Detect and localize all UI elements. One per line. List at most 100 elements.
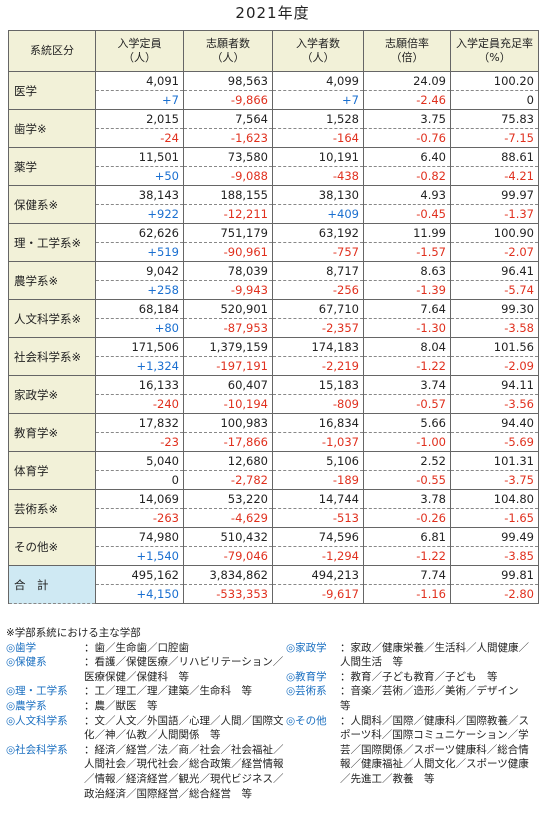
- change-row: +922 -12,211 +409 -0.45 -1.37: [9, 204, 539, 224]
- change-cell: -0.55: [363, 470, 451, 490]
- change-cell: +922: [95, 204, 184, 224]
- header-cell: 入学定員 （人）: [95, 30, 184, 72]
- value-row: 歯学※ 2,015 7,564 1,528 3.75 75.83: [8, 109, 539, 148]
- change-cell: -164: [272, 128, 364, 148]
- header-line: （人）: [211, 51, 245, 64]
- note-entry: ◎教育学 ：教育／子ども教育／子ども 等: [286, 670, 538, 685]
- change-cell: -87,953: [183, 318, 273, 338]
- change-cell: -2.46: [363, 90, 451, 110]
- note-entry: ◎理・工学系 ：工／理工／理／建築／生命科 等: [6, 684, 286, 699]
- note-entry: ◎保健系 ：看護／保健医療／リハビリテーション／医療保健／保健科 等: [6, 655, 286, 684]
- value-cell: 67,710: [272, 299, 364, 319]
- value-cell: 4,091: [95, 71, 184, 91]
- change-cell: +80: [95, 318, 184, 338]
- value-cell: 8.04: [363, 337, 451, 357]
- table: 系統区分 入学定員 （人） 志願者数 （人） 入学者数 （人） 志願倍率 （倍） 入学定員充足率（…: [8, 30, 539, 604]
- row-label: その他※: [8, 527, 96, 566]
- value-cell: 6.40: [363, 147, 451, 167]
- change-cell: +258: [95, 280, 184, 300]
- value-cell: 7.64: [363, 299, 451, 319]
- value-cell: 14,069: [95, 489, 184, 509]
- value-cell: 53,220: [183, 489, 273, 509]
- change-row: -263 -4,629 -513 -0.26 -1.65: [9, 508, 539, 528]
- row-label: 理・工学系※: [8, 223, 96, 262]
- value-cell: 188,155: [183, 185, 273, 205]
- header-cell: 系統区分: [8, 30, 96, 72]
- change-cell: -24: [95, 128, 184, 148]
- value-cell: 99.30: [450, 299, 539, 319]
- row-label: 合 計: [8, 565, 96, 604]
- value-cell: 5,106: [272, 451, 364, 471]
- change-cell: 0: [450, 90, 539, 110]
- value-cell: 75.83: [450, 109, 539, 129]
- header-line: 志願倍率: [385, 37, 429, 50]
- value-cell: 104.80: [450, 489, 539, 509]
- value-cell: 16,834: [272, 413, 364, 433]
- change-cell: -2,219: [272, 356, 364, 376]
- value-cell: 88.61: [450, 147, 539, 167]
- change-cell: +50: [95, 166, 184, 186]
- change-cell: -9,866: [183, 90, 273, 110]
- value-row: 保健系※ 38,143 188,155 38,130 4.93 99.97: [8, 185, 539, 224]
- value-cell: 74,980: [95, 527, 184, 547]
- row-label: 医学: [8, 71, 96, 110]
- header-line: 志願者数: [206, 37, 250, 50]
- note-label: ◎その他: [286, 714, 327, 727]
- value-cell: 16,133: [95, 375, 184, 395]
- change-cell: -2.80: [450, 584, 539, 604]
- change-cell: -79,046: [183, 546, 273, 566]
- change-cell: -1.30: [363, 318, 451, 338]
- header-line: 系統区分: [30, 44, 74, 57]
- header-cell: 志願倍率 （倍）: [363, 30, 451, 72]
- value-cell: 96.41: [450, 261, 539, 281]
- note-text: ：看護／保健医療／リハビリテーション／医療保健／保健科 等: [84, 656, 284, 683]
- note-entry: ◎社会科学系 ：経済／経営／法／商／社会／社会福祉／人間社会／現代社会／総合政策／…: [6, 743, 286, 801]
- change-cell: +409: [272, 204, 364, 224]
- change-cell: 0: [95, 470, 184, 490]
- change-cell: -1,623: [183, 128, 273, 148]
- value-cell: 62,626: [95, 223, 184, 243]
- value-cell: 99.97: [450, 185, 539, 205]
- value-cell: 68,184: [95, 299, 184, 319]
- change-cell: -0.82: [363, 166, 451, 186]
- value-row: 教育学※ 17,832 100,983 16,834 5.66 94.40: [8, 413, 539, 452]
- value-cell: 520,901: [183, 299, 273, 319]
- value-cell: 38,143: [95, 185, 184, 205]
- change-cell: -256: [272, 280, 364, 300]
- value-cell: 11.99: [363, 223, 451, 243]
- value-cell: 94.40: [450, 413, 539, 433]
- value-cell: 1,379,159: [183, 337, 273, 357]
- change-cell: -4.21: [450, 166, 539, 186]
- value-cell: 100.20: [450, 71, 539, 91]
- change-cell: -0.45: [363, 204, 451, 224]
- header-cell: 志願者数 （人）: [183, 30, 273, 72]
- note-label: ◎人文科学系: [6, 714, 68, 727]
- value-cell: 24.09: [363, 71, 451, 91]
- value-cell: 2.52: [363, 451, 451, 471]
- note-label: ◎保健系: [6, 656, 47, 669]
- change-row: +1,540 -79,046 -1,294 -1.22 -3.85: [9, 546, 539, 566]
- change-cell: -438: [272, 166, 364, 186]
- note-entry: ◎農学系 ：農／獣医 等: [6, 699, 286, 714]
- value-cell: 3.78: [363, 489, 451, 509]
- note-entry: ◎家政学 ：家政／健康栄養／生活科／人間健康／人間生活 等: [286, 641, 538, 670]
- change-cell: +1,540: [95, 546, 184, 566]
- change-cell: -263: [95, 508, 184, 528]
- value-row: 家政学※ 16,133 60,407 15,183 3.74 94.11: [8, 375, 539, 414]
- value-cell: 17,832: [95, 413, 184, 433]
- note-entry: ◎人文科学系 ：文／人文／外国語／心理／人間／国際文化／神／仏教／人間関係 等: [6, 714, 286, 743]
- change-cell: -3.56: [450, 394, 539, 414]
- change-cell: -5.69: [450, 432, 539, 452]
- value-cell: 751,179: [183, 223, 273, 243]
- change-cell: -240: [95, 394, 184, 414]
- header-line: （%）: [478, 51, 511, 64]
- change-row: 0 -2,782 -189 -0.55 -3.75: [9, 470, 539, 490]
- value-cell: 494,213: [272, 565, 364, 585]
- note-label: ◎農学系: [6, 699, 47, 712]
- value-cell: 15,183: [272, 375, 364, 395]
- row-label: 歯学※: [8, 109, 96, 148]
- value-cell: 10,191: [272, 147, 364, 167]
- note-entry: ◎芸術系 ：音楽／芸術／造形／美術／デザイン 等: [286, 684, 538, 713]
- value-row: 薬学 11,501 73,580 10,191 6.40 88.61: [8, 147, 539, 186]
- change-cell: +4,150: [95, 584, 184, 604]
